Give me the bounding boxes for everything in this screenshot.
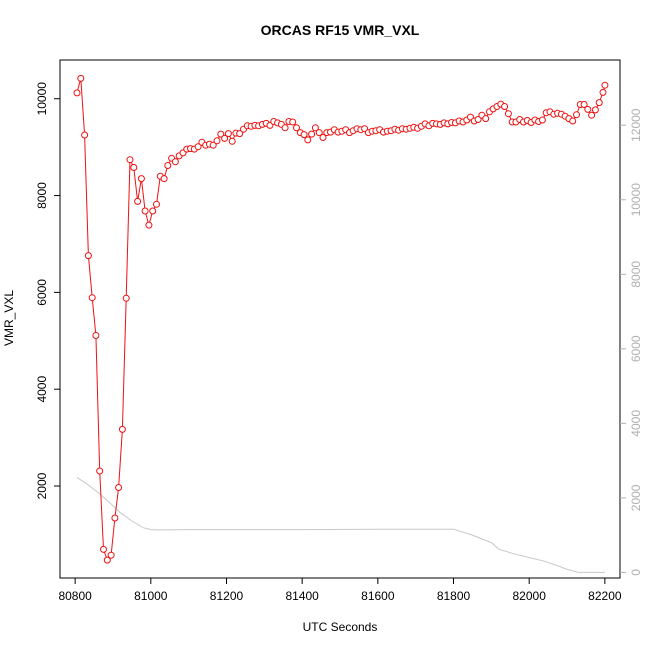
data-point bbox=[100, 545, 107, 553]
data-point bbox=[213, 137, 221, 145]
y-tick-label: 8000 bbox=[35, 182, 49, 209]
secondary-series-line bbox=[76, 476, 605, 573]
data-point bbox=[111, 514, 119, 522]
data-point bbox=[73, 89, 81, 97]
data-point bbox=[300, 131, 308, 139]
data-point bbox=[569, 117, 577, 125]
y2-tick-label: 12000 bbox=[629, 108, 643, 142]
data-point bbox=[130, 164, 138, 171]
data-point bbox=[96, 467, 104, 475]
x-tick-label: 82200 bbox=[588, 589, 622, 603]
y-axis-label: VMR_VXL bbox=[2, 290, 16, 346]
data-point bbox=[103, 556, 111, 564]
x-tick-label: 81000 bbox=[134, 589, 168, 603]
data-point bbox=[84, 252, 92, 260]
data-point bbox=[599, 88, 607, 96]
y2-tick-label: 0 bbox=[629, 569, 643, 576]
y-tick-label: 2000 bbox=[35, 472, 49, 499]
data-point bbox=[134, 197, 142, 205]
y2-tick-label: 10000 bbox=[629, 183, 643, 217]
data-point bbox=[311, 124, 319, 132]
data-point bbox=[149, 207, 157, 215]
data-point bbox=[224, 130, 232, 138]
y-tick-label: 4000 bbox=[35, 376, 49, 403]
x-tick-label: 81800 bbox=[437, 589, 471, 603]
data-point bbox=[145, 221, 153, 229]
data-point bbox=[194, 143, 202, 151]
data-point bbox=[153, 200, 160, 208]
data-point bbox=[92, 332, 100, 339]
data-point bbox=[126, 156, 134, 164]
x-tick-label: 81600 bbox=[361, 589, 395, 603]
data-point bbox=[315, 129, 323, 137]
data-point bbox=[504, 110, 512, 118]
data-point bbox=[308, 130, 316, 138]
data-point bbox=[137, 175, 145, 183]
data-point bbox=[217, 130, 225, 138]
y2-tick-label: 6000 bbox=[629, 335, 643, 362]
data-point bbox=[289, 118, 297, 126]
primary-series-line bbox=[76, 78, 606, 562]
data-point bbox=[501, 103, 509, 110]
data-point bbox=[281, 124, 289, 132]
data-point bbox=[588, 111, 596, 119]
x-axis-label: UTC Seconds bbox=[303, 620, 378, 634]
data-point bbox=[164, 162, 172, 169]
data-point bbox=[77, 74, 85, 82]
y-axis-right: 0 2000 4000 6000 8000 10000 12000 bbox=[620, 108, 643, 576]
y-tick-label: 10000 bbox=[35, 82, 49, 116]
data-point bbox=[228, 137, 236, 145]
plot-frame bbox=[59, 59, 621, 579]
data-point bbox=[122, 294, 130, 302]
data-point bbox=[81, 131, 89, 139]
data-point bbox=[209, 141, 217, 149]
data-point bbox=[141, 207, 149, 215]
x-axis: 80800 81000 81200 81400 81600 81800 82000 82200 bbox=[58, 578, 622, 603]
data-point bbox=[591, 106, 599, 114]
data-point bbox=[474, 116, 482, 123]
data-point bbox=[538, 116, 546, 124]
x-tick-label: 81400 bbox=[285, 589, 319, 603]
y-axis-left: 2000 4000 6000 8000 10000 bbox=[35, 82, 60, 499]
data-point bbox=[115, 484, 123, 491]
x-tick-label: 81200 bbox=[210, 589, 244, 603]
data-point bbox=[580, 101, 588, 108]
data-point bbox=[482, 115, 490, 123]
chart-title: ORCAS RF15 VMR_VXL bbox=[261, 22, 420, 38]
data-point bbox=[584, 105, 592, 113]
y2-tick-label: 2000 bbox=[629, 484, 643, 511]
data-point bbox=[319, 134, 327, 141]
y-tick-label: 6000 bbox=[35, 279, 49, 306]
data-point bbox=[595, 99, 603, 107]
data-point bbox=[293, 124, 300, 132]
series-layer bbox=[73, 74, 609, 573]
x-tick-label: 82000 bbox=[513, 589, 547, 603]
data-point bbox=[171, 158, 179, 166]
data-point bbox=[304, 136, 312, 144]
data-point bbox=[236, 130, 244, 138]
data-point bbox=[221, 134, 229, 142]
data-point bbox=[88, 294, 96, 302]
x-tick-label: 80800 bbox=[58, 589, 92, 603]
data-point bbox=[601, 81, 609, 89]
data-point bbox=[107, 551, 115, 559]
y2-tick-label: 4000 bbox=[629, 410, 643, 437]
data-point bbox=[573, 111, 580, 119]
data-point bbox=[118, 425, 126, 433]
data-point bbox=[160, 175, 168, 183]
y2-tick-label: 8000 bbox=[629, 261, 643, 288]
